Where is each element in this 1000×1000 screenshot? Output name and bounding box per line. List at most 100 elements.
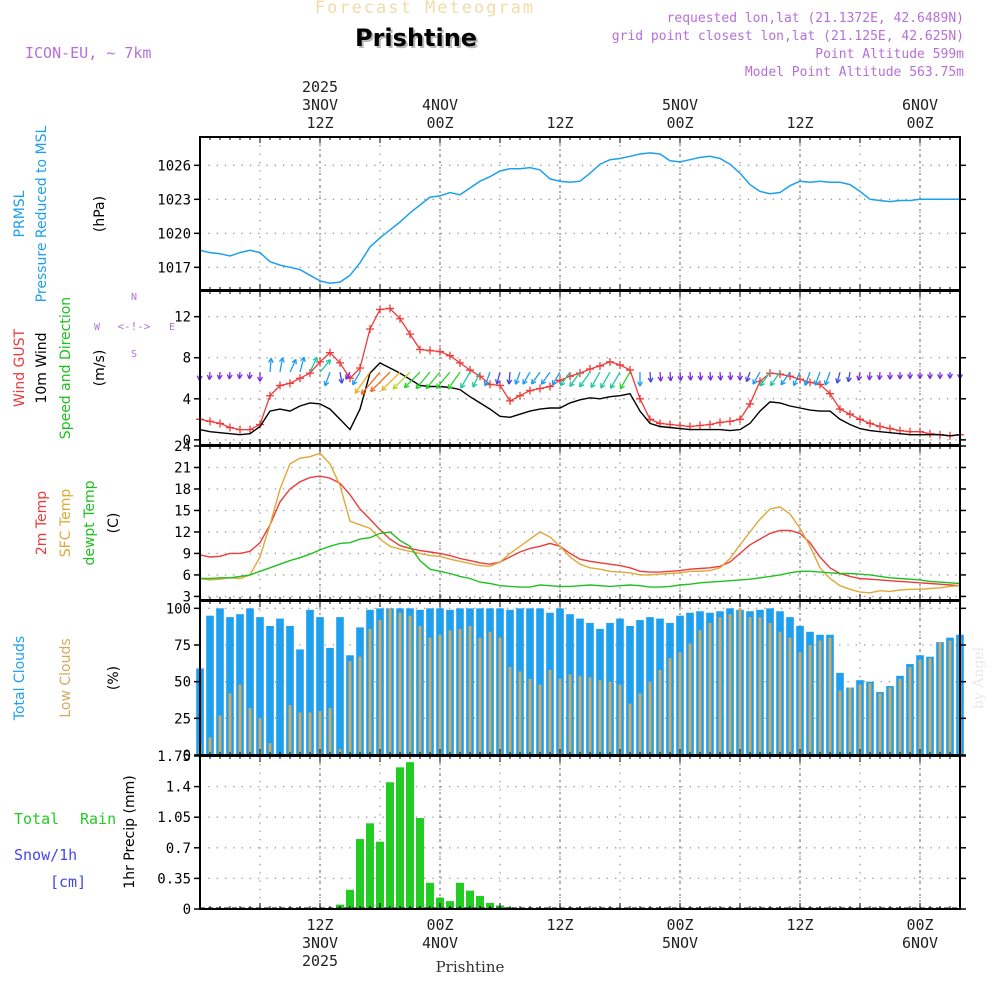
wind-arrow-head [522,379,528,385]
low-cloud-bar [218,715,222,755]
wind-arrow [836,371,841,384]
wind-arrow [590,371,601,388]
wind-arrow [370,371,391,392]
y-tick-label: 75 [174,638,191,654]
wind-arrow [600,371,611,389]
gust-marker [236,425,244,434]
gust-marker [216,419,224,428]
wind-arrow [579,371,591,388]
gust-marker [306,369,314,378]
low-cloud-bar [908,667,912,755]
low-cloud-bar [788,637,792,755]
precip-units: 1hr Precip (mm) [122,775,138,888]
temp-units: (C) [106,513,122,534]
gust-marker [226,423,234,432]
rain-bar [356,839,364,909]
low-cloud-bar [678,652,682,755]
gust-marker [616,360,624,369]
y-tick-label: 8 [183,351,191,367]
low-cloud-bar [418,625,422,755]
gust-marker [806,378,814,387]
wind-arrow [415,371,431,390]
wind-arrow-head [780,379,786,386]
low-cloud-bar [728,614,732,755]
panel-frame-precip [199,755,961,910]
wind-arrow-head [323,380,330,387]
wind-arrow [569,371,581,387]
y-tick-label: 21 [174,460,191,476]
low-cloud-bar [428,637,432,755]
gust-marker [396,314,404,323]
bottom-time-label: 12Z [786,916,813,934]
top-time-label: 00Z [666,114,693,132]
top-time-label: 12Z [306,114,333,132]
wind-arrow [679,372,682,381]
wind-arrow [269,358,272,373]
total-cloud-bar [306,609,314,755]
wind-arrow-head [300,356,306,363]
low-cloud-bar [598,680,602,755]
wind-arrow-head [745,376,751,383]
wind-arrow [360,371,381,395]
low-cloud-bar [878,693,882,755]
low-cloud-bar [498,637,502,755]
low-cloud-bar [688,643,692,755]
panel-frame-temperature [199,445,961,601]
gust-marker [386,304,394,313]
y-tick-label: 1017 [157,260,191,276]
rain-bar [446,901,454,909]
low-cloud-bar [838,690,842,755]
low-cloud-bar [708,623,712,755]
low-cloud-bar [748,617,752,755]
wind-arrow-head [246,374,253,380]
wind-arrow-head [257,376,263,382]
gust-marker [736,415,744,424]
total-clouds-label: Total Clouds [12,636,28,721]
low-cloud-bar [398,612,402,755]
y-tick-label: 6 [183,568,191,584]
wind-arrow [508,372,511,385]
low-cloud-bar [818,640,822,755]
wind-arrow-head [856,375,863,381]
wind-arrow [309,356,318,373]
low-cloud-bar [888,687,892,755]
gust-marker [276,381,284,390]
low-cloud-bar [868,683,872,755]
footer-location: Prishtine [436,958,505,976]
wind-arrow [531,371,541,385]
total-cloud-bar [336,617,344,755]
y-tick-label: 1.4 [166,780,191,796]
gust-marker [716,418,724,427]
wind-arrow-head [226,374,233,380]
wind-arrow [460,371,471,389]
low-cloud-bar [438,634,442,755]
wind-arrow-head [759,380,766,387]
low-cloud-bar [768,623,772,755]
grid-lines [200,137,960,910]
low-cloud-bar [718,617,722,755]
rain-bar [376,841,384,909]
low-cloud-bar [698,630,702,755]
wind-arrow [345,371,351,380]
y-tick-label: 1020 [157,226,191,242]
wind-arrow [514,371,521,385]
low-cloud-bar [608,681,612,755]
gust-marker [886,424,894,433]
gust-marker [596,361,604,370]
gust-marker [746,399,754,408]
gust-marker [856,415,864,424]
wind-arrow [719,372,722,381]
y-tick-label: 15 [174,503,191,519]
wind-arrow-head [354,388,360,394]
pressure-line [199,152,960,284]
wind-arrow [610,371,621,389]
wind-arrow-head [769,380,776,387]
bottom-time-label: 4NOV [422,934,458,952]
wind-arrow [847,371,851,382]
grid-point-coordinates: grid point closest lon,lat (21.125E, 42.… [611,29,964,44]
wind-arrow-head [707,375,714,381]
low-cloud-bar [798,652,802,755]
compass-cross: <-!-> [117,320,150,333]
top-time-label: 00Z [426,114,453,132]
